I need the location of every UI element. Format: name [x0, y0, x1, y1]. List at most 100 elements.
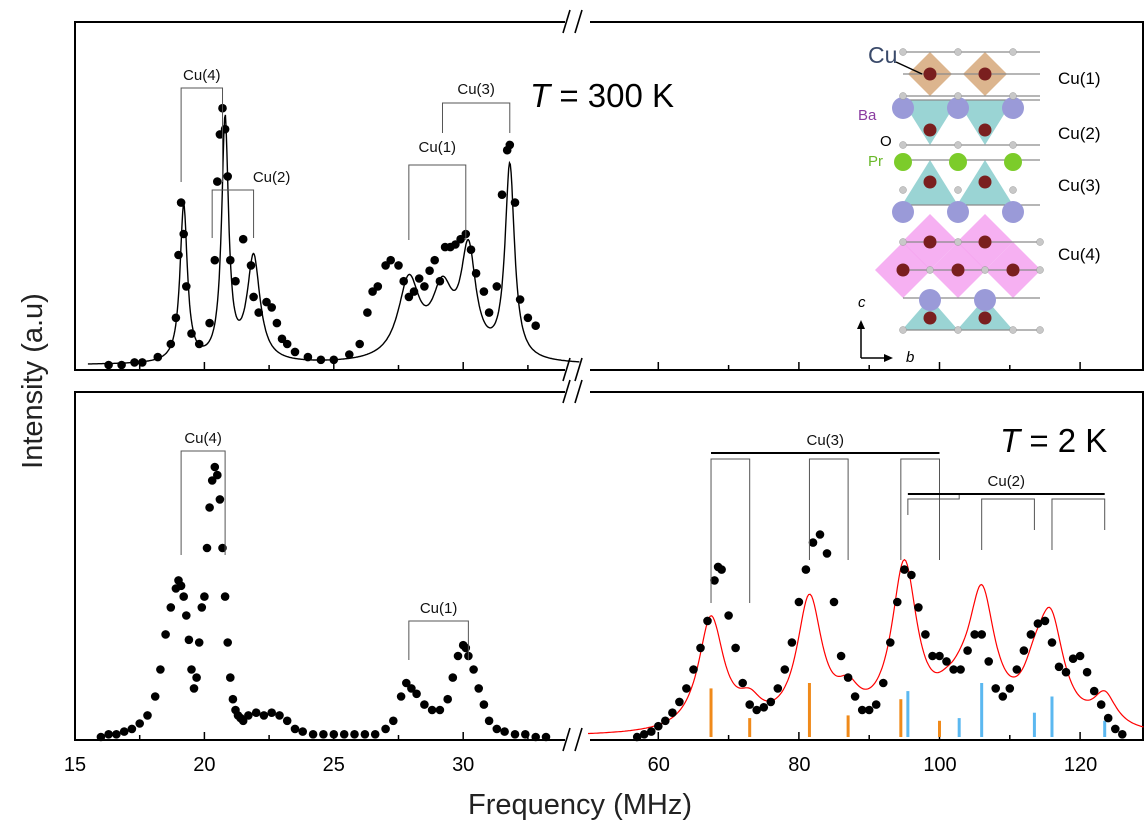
o-atom: [954, 92, 962, 100]
data-point-2K: [402, 678, 411, 688]
data-point-2K: [104, 730, 113, 739]
ba-atom: [892, 201, 914, 223]
data-point-2K: [647, 727, 656, 736]
data-point-2K: [703, 616, 712, 626]
assignment-bracket: [808, 458, 849, 560]
cu2-pyramid: [902, 100, 958, 145]
top-panel-frame: [74, 21, 1144, 371]
data-point-2K: [998, 692, 1008, 701]
data-point-2K: [1012, 665, 1022, 674]
crystal-structure-inset: Cu Ba O Pr Cu(1) Cu(2) Cu(3) Cu(4) c b: [857, 42, 1101, 366]
data-point-2K: [724, 611, 733, 620]
data-point-2K: [187, 665, 196, 674]
data-point-2K: [531, 732, 540, 742]
data-point-2K: [1118, 730, 1127, 739]
data-point-300K: [267, 303, 277, 312]
data-point-2K: [675, 697, 684, 707]
data-point-2K: [448, 673, 458, 682]
data-point-2K: [223, 638, 232, 647]
data-point-300K: [213, 177, 222, 186]
inset-layer-label-cu3: Cu(3): [1058, 176, 1101, 195]
data-point-2K: [143, 711, 152, 720]
assignment-bracket: [180, 450, 226, 555]
data-point-300K: [166, 339, 176, 349]
data-point-2K: [1054, 662, 1064, 672]
ba-atom: [1002, 201, 1024, 223]
data-point-2K: [766, 697, 776, 707]
o-atom: [899, 92, 907, 100]
cu-atom: [923, 235, 937, 249]
data-point-2K: [639, 730, 649, 739]
data-point-300K: [430, 255, 440, 265]
data-point-2K: [453, 651, 463, 661]
data-point-2K: [850, 692, 860, 701]
data-point-2K: [329, 730, 339, 739]
o-atom: [1009, 141, 1017, 149]
data-point-2K: [1033, 619, 1043, 628]
data-point-2K: [228, 694, 238, 704]
data-point-2K: [893, 597, 902, 607]
data-point-2K: [207, 476, 217, 485]
data-point-300K: [104, 360, 113, 370]
fit-curve-2K: [588, 558, 1144, 735]
assignment-bracket: [710, 458, 751, 603]
data-point-2K: [977, 630, 986, 639]
bottom-temperature-label: T = 2 K: [1000, 422, 1107, 459]
data-point-300K: [272, 318, 282, 328]
x-tick-labels: 15 20 25 30 60 80 100 120: [64, 754, 1097, 776]
inset-b-axis-label: b: [906, 349, 914, 366]
data-point-2K: [745, 700, 754, 709]
o-atom: [899, 238, 907, 246]
data-point-300K: [174, 250, 183, 260]
bottom-fit-curve-layer: [588, 558, 1144, 735]
data-point-300K: [187, 329, 196, 338]
assignment-bracket: [907, 495, 960, 515]
data-point-2K: [815, 530, 825, 539]
data-point-2K: [1026, 630, 1036, 639]
cu-atom: [923, 311, 937, 325]
data-point-2K: [808, 538, 818, 547]
data-points-layer: [96, 103, 1127, 742]
data-point-2K: [192, 673, 201, 682]
assignment-bracket: [900, 458, 940, 560]
data-point-300K: [182, 282, 191, 291]
data-point-2K: [156, 665, 165, 674]
data-point-2K: [1082, 667, 1092, 677]
data-point-2K: [182, 611, 191, 620]
data-point-2K: [420, 700, 429, 709]
x-tick-label-30: 30: [452, 754, 474, 776]
data-point-2K: [773, 684, 783, 693]
data-point-2K: [244, 711, 253, 720]
data-point-2K: [942, 657, 951, 666]
data-point-300K: [277, 334, 287, 344]
data-point-2K: [96, 732, 106, 742]
assignment-label: Cu(1): [420, 600, 458, 617]
data-point-2K: [290, 724, 300, 734]
data-point-2K: [202, 543, 212, 553]
data-point-300K: [249, 292, 258, 302]
data-point-2K: [339, 730, 349, 739]
o-atom: [954, 326, 962, 334]
o-atom: [1036, 238, 1044, 246]
data-point-300K: [373, 282, 383, 291]
cu-atom: [978, 123, 992, 137]
data-point-300K: [515, 295, 525, 304]
assignment-label: Cu(4): [183, 67, 221, 84]
data-point-2K: [370, 730, 380, 739]
data-point-2K: [200, 592, 209, 601]
data-point-2K: [632, 732, 642, 742]
data-point-300K: [194, 339, 204, 349]
data-point-300K: [254, 308, 263, 317]
data-point-300K: [130, 358, 139, 367]
x-axis-label: Frequency (MHz): [468, 789, 692, 821]
data-point-300K: [303, 352, 313, 362]
o-atom: [899, 48, 907, 56]
data-point-300K: [246, 261, 256, 270]
o-atom: [899, 326, 907, 334]
data-point-2K: [871, 700, 881, 709]
data-point-300K: [238, 234, 248, 244]
data-point-2K: [161, 630, 170, 639]
x-tick-label-80: 80: [788, 754, 810, 776]
data-point-2K: [479, 700, 489, 709]
data-point-2K: [1040, 616, 1050, 626]
